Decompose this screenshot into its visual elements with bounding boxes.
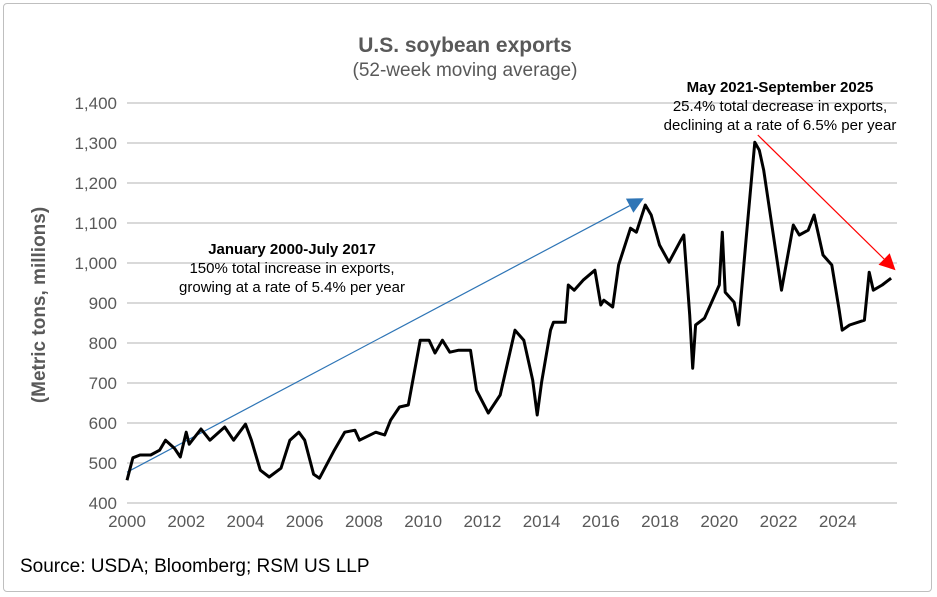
y-tick-label: 700 (89, 374, 117, 393)
trend-arrows (126, 134, 896, 473)
y-tick-label: 1,000 (74, 254, 117, 273)
chart-frame (3, 3, 932, 592)
y-tick-label: 900 (89, 294, 117, 313)
x-tick-label: 2002 (167, 512, 205, 531)
annotation-line: 25.4% total decrease in exports, (673, 98, 887, 115)
x-tick-label: 2024 (819, 512, 857, 531)
series-line (125, 140, 893, 481)
x-tick-label: 2004 (227, 512, 265, 531)
y-tick-label: 1,100 (74, 214, 117, 233)
x-tick-label: 2006 (286, 512, 324, 531)
x-tick-label: 2022 (760, 512, 798, 531)
annotation-line: 150% total increase in exports, (189, 260, 394, 277)
annotation-decrease: May 2021-September 2025 25.4% total decr… (664, 79, 897, 134)
chart-subtitle: (52-week moving average) (353, 60, 578, 81)
arrowhead-icon (878, 253, 896, 271)
annotation-heading: January 2000-July 2017 (208, 241, 376, 258)
y-tick-label: 1,300 (74, 134, 117, 153)
x-tick-label: 2016 (582, 512, 620, 531)
x-tick-label: 2014 (523, 512, 561, 531)
x-tick-label: 2000 (108, 512, 146, 531)
annotation-line: declining at a rate of 6.5% per year (664, 117, 897, 134)
x-axis-ticks: 2000 2002 2004 2006 2008 2010 2012 2014 2016 2018… (108, 512, 857, 531)
gridlines (127, 102, 897, 504)
y-tick-label: 600 (89, 414, 117, 433)
trend-arrow-line (757, 134, 885, 260)
source-note: Source: USDA; Bloomberg; RSM US LLP (20, 556, 370, 577)
x-tick-label: 2012 (463, 512, 501, 531)
y-tick-label: 400 (89, 494, 117, 513)
y-tick-label: 1,400 (74, 94, 117, 113)
chart-title: U.S. soybean exports (358, 34, 572, 57)
x-tick-label: 2020 (700, 512, 738, 531)
x-tick-label: 2010 (404, 512, 442, 531)
trend-arrow-line (126, 205, 630, 473)
y-tick-label: 800 (89, 334, 117, 353)
annotation-heading: May 2021-September 2025 (687, 79, 874, 96)
annotation-line: growing at a rate of 5.4% per year (179, 279, 405, 296)
x-tick-label: 2008 (345, 512, 383, 531)
y-axis-label: (Metric tons, millions) (29, 207, 50, 403)
annotation-increase: January 2000-July 2017 150% total increa… (179, 241, 405, 296)
y-tick-label: 1,200 (74, 174, 117, 193)
arrowhead-icon (625, 198, 644, 213)
y-tick-label: 500 (89, 454, 117, 473)
x-tick-label: 2018 (641, 512, 679, 531)
y-axis-ticks: 400 500 600 700 800 900 1,000 1,100 1,200 1,300 1,… (74, 94, 117, 513)
